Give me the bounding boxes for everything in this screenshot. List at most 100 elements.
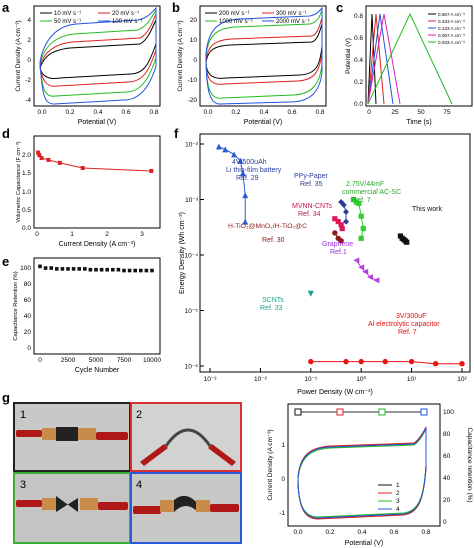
point-h-tio2-mno2-h-tio2-c bbox=[338, 238, 344, 244]
label-this-work: This work bbox=[412, 206, 442, 213]
point-al-electrolytic-capacitor bbox=[358, 358, 364, 365]
label-htio2-1: H-TiO₂@MnO₂/H-TiO₂@C bbox=[228, 223, 307, 230]
retention-point-3 bbox=[378, 408, 386, 416]
point-e bbox=[133, 268, 137, 273]
point-e bbox=[71, 267, 76, 271]
point-al-electrolytic-capacitor bbox=[382, 358, 388, 365]
y-ticks-c: 0.8 0.6 0.4 0.2 0.0 bbox=[354, 13, 363, 108]
panel-d: d 0 1 2 3 2.0 1.5 1.0 0.5 0.0 Current De… bbox=[2, 126, 161, 248]
retention-point-1 bbox=[294, 408, 302, 416]
point-al-electrolytic-capacitor bbox=[343, 358, 349, 365]
panel-e: e 0 2500 5000 7500 10000 100 80 60 40 20… bbox=[2, 254, 161, 374]
x-tick-d: 0 bbox=[35, 231, 39, 238]
legend-c-3: 0.133 A cm⁻³ bbox=[438, 26, 465, 31]
y-tick-b: 10 bbox=[190, 37, 198, 44]
panel-letter-a: a bbox=[2, 0, 10, 15]
plot-frame-a bbox=[33, 5, 161, 107]
x-axis-label-a: Potential (V) bbox=[78, 119, 117, 126]
series-line-li-thin-film-battery bbox=[218, 146, 246, 222]
point-e bbox=[144, 268, 149, 273]
panel-letter-f: f bbox=[174, 126, 179, 141]
point-d bbox=[37, 153, 42, 158]
x-tick-f: 10¹ bbox=[407, 376, 417, 383]
point-mvnn-cnts bbox=[335, 218, 341, 225]
point-e bbox=[55, 267, 59, 271]
y-tick-a: -4 bbox=[25, 97, 31, 104]
label-ac-1: 2.75V/44mF bbox=[346, 181, 384, 188]
point-h-tio2-mno2-h-tio2-c bbox=[332, 230, 338, 236]
y-tick-e: 80 bbox=[24, 281, 32, 288]
label-scnts-1: SCNTs bbox=[262, 297, 284, 304]
point-e bbox=[77, 267, 81, 271]
point-d bbox=[36, 150, 41, 155]
y-tick-d: 1.0 bbox=[22, 189, 31, 196]
retention-point-4 bbox=[420, 408, 428, 416]
x-tick-d: 1 bbox=[70, 231, 74, 238]
y-axis-label-e: Capacitance Retention (%) bbox=[13, 271, 19, 340]
retention-point-2 bbox=[336, 408, 344, 416]
y-tick-c: 0.6 bbox=[354, 35, 363, 42]
y-tick-c: 0.4 bbox=[354, 57, 363, 64]
photo-2-label: 2 bbox=[136, 409, 142, 421]
panel-letter-e: e bbox=[2, 254, 9, 269]
y-tick-e: 60 bbox=[24, 297, 32, 304]
data-points-d bbox=[36, 150, 154, 173]
point-mvnn-cnts bbox=[339, 225, 345, 232]
point-e bbox=[66, 267, 70, 271]
legend-g-4: 4 bbox=[396, 506, 400, 513]
panel-letter-c: c bbox=[336, 0, 343, 15]
point-ppy-paper bbox=[340, 201, 347, 208]
y-tick-g: -1 bbox=[279, 510, 285, 517]
label-al-1: 3V/300uF bbox=[396, 313, 426, 320]
x-tick-d: 3 bbox=[140, 231, 144, 238]
x-tick-g: 0.4 bbox=[357, 529, 366, 536]
point-graphene bbox=[362, 268, 369, 275]
point-this-work bbox=[404, 239, 410, 245]
point-d bbox=[46, 157, 51, 162]
panel-g: g 1 2 3 bbox=[2, 390, 473, 547]
x-axis-label-d: Current Density (A cm⁻³) bbox=[59, 241, 136, 248]
point-e bbox=[116, 267, 121, 272]
point-ppy-paper bbox=[343, 218, 350, 225]
y-tick-d: 0.5 bbox=[22, 207, 31, 214]
y-tick-b: 0 bbox=[193, 57, 197, 64]
label-al-3: Ref. 7 bbox=[398, 329, 417, 336]
panel-letter-g: g bbox=[2, 390, 10, 405]
point-e bbox=[150, 268, 154, 273]
legend-a-4: 100 mV s⁻¹ bbox=[112, 19, 143, 25]
x-ticks-a: 0.0 0.2 0.4 0.6 0.8 bbox=[37, 109, 158, 116]
label-scnts-2: Ref. 33 bbox=[260, 305, 283, 312]
x-tick-e: 5000 bbox=[89, 357, 104, 364]
y-tick-a: 4 bbox=[27, 17, 31, 24]
label-mvnn-1: MVNN-CNTs bbox=[292, 203, 333, 210]
legend-g-1: 1 bbox=[396, 482, 400, 489]
point-e bbox=[105, 267, 109, 272]
x-tick-b: 0.2 bbox=[231, 109, 240, 116]
gcd-curves-c bbox=[367, 12, 453, 105]
plot-frame-e bbox=[33, 257, 161, 355]
label-mvnn-2: Ref. 34 bbox=[298, 211, 321, 218]
plot-frame-d bbox=[33, 135, 161, 229]
point-e bbox=[83, 267, 87, 271]
x-tick-a: 0.2 bbox=[65, 109, 74, 116]
y-tick-d: 1.5 bbox=[22, 170, 31, 177]
x-ticks-d: 0 1 2 3 bbox=[35, 231, 144, 238]
point-e bbox=[139, 268, 143, 273]
legend-c-4: 0.067 A cm⁻³ bbox=[438, 33, 465, 38]
y-tick-b: -20 bbox=[188, 97, 198, 104]
y-ticks-g: 1 0 -1 bbox=[279, 442, 285, 517]
y-tick-e: 40 bbox=[24, 313, 32, 320]
legend-c-2: 0.333 A cm⁻³ bbox=[438, 19, 465, 24]
y-tick-e: 0 bbox=[27, 345, 31, 352]
x-tick-g: 0.6 bbox=[389, 529, 398, 536]
point-e bbox=[88, 267, 93, 272]
y-tick-f: 10⁻⁶ bbox=[185, 364, 199, 371]
x-axis-label-f: Power Density (W cm⁻³) bbox=[297, 389, 373, 396]
point-mvnn-cnts bbox=[332, 216, 338, 222]
y2-tick-g: 60 bbox=[443, 453, 451, 460]
photo-4: 4 bbox=[130, 472, 242, 544]
cv-curves-b bbox=[205, 6, 323, 105]
panel-a: a 10 mV s⁻¹ 20 mV s⁻¹ 50 mV s⁻¹ 100 mV s… bbox=[2, 0, 161, 126]
y-tick-c: 0.2 bbox=[354, 79, 363, 86]
y-tick-g: 0 bbox=[281, 476, 285, 483]
